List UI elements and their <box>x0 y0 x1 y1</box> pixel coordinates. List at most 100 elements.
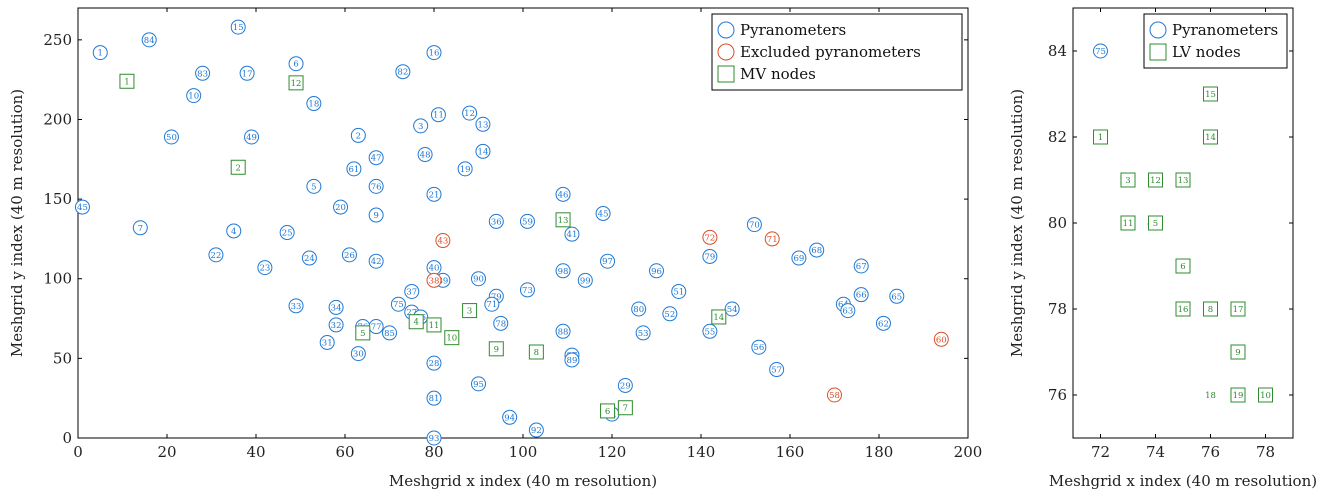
marker-id-label: 36 <box>491 217 502 227</box>
x-tick-label: 80 <box>424 443 443 461</box>
marker-circle <box>328 317 344 333</box>
marker-id-label: 8 <box>1208 305 1213 315</box>
pyranometer-marker: 61 <box>346 161 362 177</box>
marker-id-label: 5 <box>360 329 365 339</box>
x-tick-label: 120 <box>598 443 627 461</box>
excluded-pyranometer-marker: 38 <box>426 272 442 288</box>
y-tick-label: 80 <box>1048 214 1067 232</box>
pyranometer-marker: 3 <box>413 118 429 134</box>
node-square <box>355 325 371 341</box>
marker-id-label: 53 <box>638 329 649 339</box>
node-square <box>711 309 727 325</box>
pyranometer-marker: 59 <box>519 213 535 229</box>
marker-id-label: 29 <box>620 381 631 391</box>
marker-id-label: 25 <box>282 229 293 239</box>
marker-circle <box>662 306 678 322</box>
node-marker: 13 <box>555 212 571 228</box>
marker-id-label: 62 <box>878 319 889 329</box>
marker-circle <box>555 186 571 202</box>
marker-id-label: 6 <box>1180 262 1185 272</box>
marker-id-label: 99 <box>580 276 591 286</box>
marker-id-label: 85 <box>384 329 395 339</box>
node-square <box>462 303 478 319</box>
pyranometer-marker: 85 <box>382 325 397 341</box>
pyranometer-marker: 76 <box>368 178 384 194</box>
node-marker: 8 <box>1203 301 1218 317</box>
marker-id-label: 88 <box>558 327 569 337</box>
y-tick-label: 250 <box>43 31 72 49</box>
marker-circle <box>528 422 544 438</box>
marker-circle <box>519 282 535 298</box>
marker-id-label: 54 <box>727 305 738 315</box>
marker-id-label: 81 <box>429 394 440 404</box>
node-marker: 19 <box>1230 387 1246 403</box>
marker-id-label: 89 <box>567 356 578 366</box>
marker-id-label: 59 <box>522 217 533 227</box>
pyranometer-marker: 10 <box>186 88 202 104</box>
node-square <box>1203 86 1218 102</box>
marker-circle <box>724 301 740 317</box>
pyranometer-marker: 57 <box>769 362 785 378</box>
node-square <box>1203 301 1218 317</box>
node-square <box>600 403 616 419</box>
marker-id-label: 33 <box>291 302 302 312</box>
node-square <box>488 341 504 357</box>
marker-circle <box>564 352 580 368</box>
marker-circle <box>791 250 807 266</box>
marker-circle <box>827 387 842 403</box>
marker-circle <box>555 323 571 339</box>
marker-id-label: 41 <box>567 230 578 240</box>
pyranometer-marker: 70 <box>746 217 762 233</box>
pyranometer-marker: 83 <box>195 65 211 81</box>
pyranometer-marker: 79 <box>702 248 718 264</box>
marker-id-label: 79 <box>704 252 715 262</box>
legend-circle-swatch <box>717 43 735 61</box>
x-tick-label: 78 <box>1256 443 1275 461</box>
pyranometer-marker: 6 <box>288 56 304 72</box>
node-marker: 3 <box>1120 172 1136 188</box>
marker-circle <box>74 199 90 215</box>
pyranometer-marker: 92 <box>528 422 544 438</box>
pyranometer-marker: 26 <box>341 247 357 263</box>
pyranometer-marker: 45 <box>595 205 611 221</box>
node-square <box>1148 215 1163 231</box>
pyranometer-marker: 75 <box>1093 43 1108 59</box>
marker-circle <box>519 213 535 229</box>
marker-id-label: 47 <box>371 154 382 164</box>
node-square <box>444 330 460 346</box>
pyranometer-marker: 63 <box>840 303 856 319</box>
pyranometer-marker: 47 <box>368 150 384 166</box>
pyranometer-marker: 29 <box>617 377 633 393</box>
marker-id-label: 76 <box>371 182 382 192</box>
marker-circle <box>702 229 718 245</box>
marker-id-label: 55 <box>704 327 715 337</box>
legend-entry: Excluded pyranometers <box>740 43 921 61</box>
marker-circle <box>430 107 446 123</box>
marker-id-label: 98 <box>558 267 569 277</box>
node-marker: 14 <box>1203 129 1218 145</box>
node-marker: 1 <box>119 73 135 89</box>
pyranometer-marker: 88 <box>555 323 571 339</box>
marker-id-label: 15 <box>233 23 244 33</box>
marker-id-label: 9 <box>373 211 378 221</box>
marker-circle <box>889 288 905 304</box>
marker-id-label: 13 <box>478 120 489 130</box>
node-square <box>1258 387 1273 403</box>
marker-circle <box>92 45 108 61</box>
marker-id-label: 38 <box>429 276 440 286</box>
node-marker: 12 <box>288 75 304 91</box>
marker-circle <box>301 250 317 266</box>
marker-circle <box>230 19 246 35</box>
marker-id-label: 72 <box>704 233 715 243</box>
pyranometer-marker: 90 <box>471 271 486 287</box>
pyranometer-marker: 68 <box>809 242 825 258</box>
marker-circle <box>341 247 357 263</box>
marker-circle <box>413 118 429 134</box>
marker-circle <box>163 129 179 145</box>
node-marker: 5 <box>355 325 371 341</box>
marker-circle <box>350 127 366 143</box>
y-axis-label: Meshgrid y index (40 m resolution) <box>8 89 26 357</box>
node-marker: 16 <box>1175 301 1191 317</box>
pyranometer-marker: 75 <box>390 296 406 312</box>
node-square <box>1120 215 1136 231</box>
